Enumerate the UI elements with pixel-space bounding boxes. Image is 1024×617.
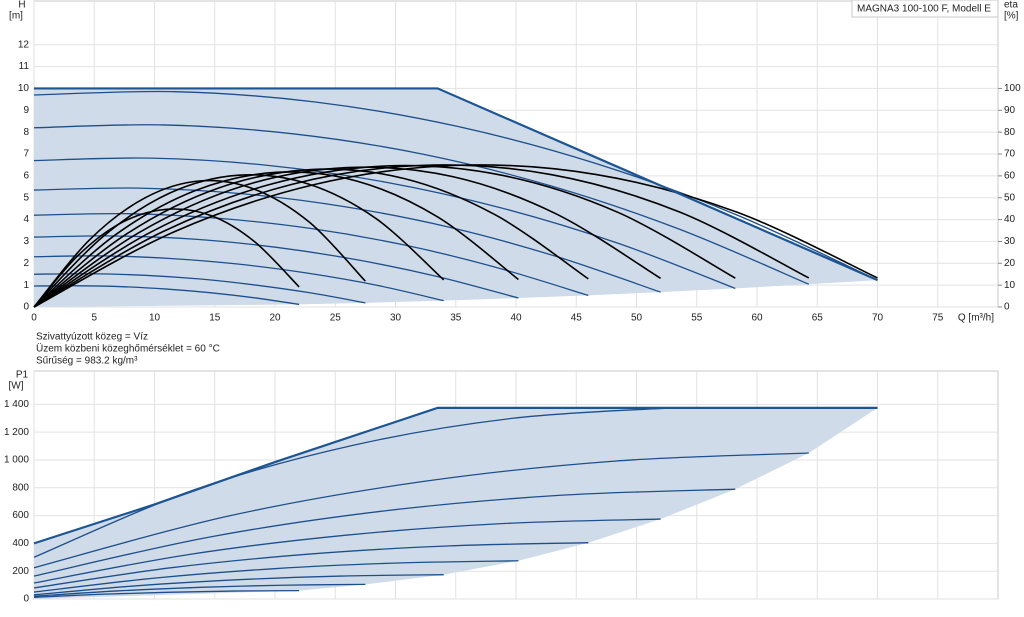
y2-tick-label: 30 [1004,236,1016,247]
x-tick-label: 20 [269,313,281,324]
x-tick-label: 25 [330,313,342,324]
operating-area [34,88,878,307]
y2-tick-label: 50 [1004,192,1016,203]
y2-tick-label: 80 [1004,127,1016,138]
annotation: Sűrűség = 983.2 kg/m³ [36,356,138,367]
y-tick-label: 8 [23,127,29,138]
y-tick-label: 800 [12,482,29,493]
curve [33,583,366,597]
y2-axis-unit: [%] [1004,11,1019,22]
x-tick-label: 35 [450,313,462,324]
efficiency-curve [33,166,662,308]
y-tick-label: 400 [12,538,29,549]
x-tick-label: 45 [571,313,583,324]
x-tick-label: 60 [751,313,763,324]
efficiency-curve [33,164,736,308]
y-axis-unit: [m] [9,11,23,22]
efficiency-curve [33,171,519,308]
curve [33,574,444,596]
y-tick-label: 3 [23,236,29,247]
curve [33,452,809,569]
y-tick-label: 9 [23,105,29,116]
x-axis-label: Q [m³/h] [958,313,994,324]
y2-axis-label: eta [1004,0,1018,11]
y2-tick-label: 100 [1004,83,1021,94]
x-tick-label: 40 [510,313,522,324]
curve [33,407,673,558]
x-tick-label: 70 [872,313,884,324]
y-tick-label: 10 [18,83,30,94]
efficiency-curve [33,174,445,308]
y-tick-label: 12 [18,39,30,50]
y-tick-label: 7 [23,149,29,160]
curve [33,157,736,290]
y-axis-label: P1 [16,370,29,381]
title-box [851,0,999,18]
x-tick-label: 5 [91,313,97,324]
y-tick-label: 1 000 [4,455,29,466]
curve [33,518,661,584]
curve [33,488,736,577]
y2-tick-label: 40 [1004,214,1016,225]
max-curve [34,87,878,282]
curve [33,187,661,293]
y-tick-label: 1 200 [4,427,29,438]
y-tick-label: 2 [23,258,29,269]
annotation: Üzem közbeni közeghőmérséklet = 60 °C [36,343,220,355]
curve [33,590,300,598]
y-tick-label: 0 [23,302,29,313]
max-curve [33,406,878,545]
curve [33,285,300,306]
x-tick-label: 75 [932,313,944,324]
y-tick-label: 200 [12,566,29,577]
curve [33,124,810,285]
y2-tick-label: 20 [1004,258,1016,269]
x-tick-label: 50 [631,313,643,324]
annotation: Szivattyúzott közeg = Víz [36,332,148,343]
efficiency-curve [33,168,589,308]
y-tick-label: 11 [19,61,30,72]
curve [33,542,589,589]
y-tick-label: 4 [23,214,29,225]
efficiency-curve [33,179,366,308]
curve [33,212,589,297]
x-tick-label: 15 [209,313,221,324]
y-tick-label: 5 [23,192,29,203]
y-axis-unit: [W] [9,381,24,392]
y-tick-label: 1 [23,280,29,291]
curve [33,90,878,281]
x-tick-label: 65 [812,313,824,324]
y-axis-label: H [18,0,25,11]
x-tick-label: 55 [691,313,703,324]
y2-tick-label: 70 [1004,149,1016,160]
chart-title: MAGNA3 100-100 F, Modell E [857,4,991,15]
y-tick-label: 1 400 [4,399,29,410]
y2-tick-label: 60 [1004,170,1016,181]
y2-tick-label: 90 [1004,105,1016,116]
curve [33,560,519,593]
x-tick-label: 30 [390,313,402,324]
y-tick-label: 0 [23,594,29,605]
efficiency-curve [33,208,300,308]
y2-tick-label: 0 [1004,302,1010,313]
y2-tick-label: 10 [1004,280,1016,291]
y-tick-label: 600 [12,510,29,521]
x-tick-label: 10 [149,313,161,324]
x-tick-label: 0 [31,313,37,324]
y-tick-label: 6 [23,170,29,181]
